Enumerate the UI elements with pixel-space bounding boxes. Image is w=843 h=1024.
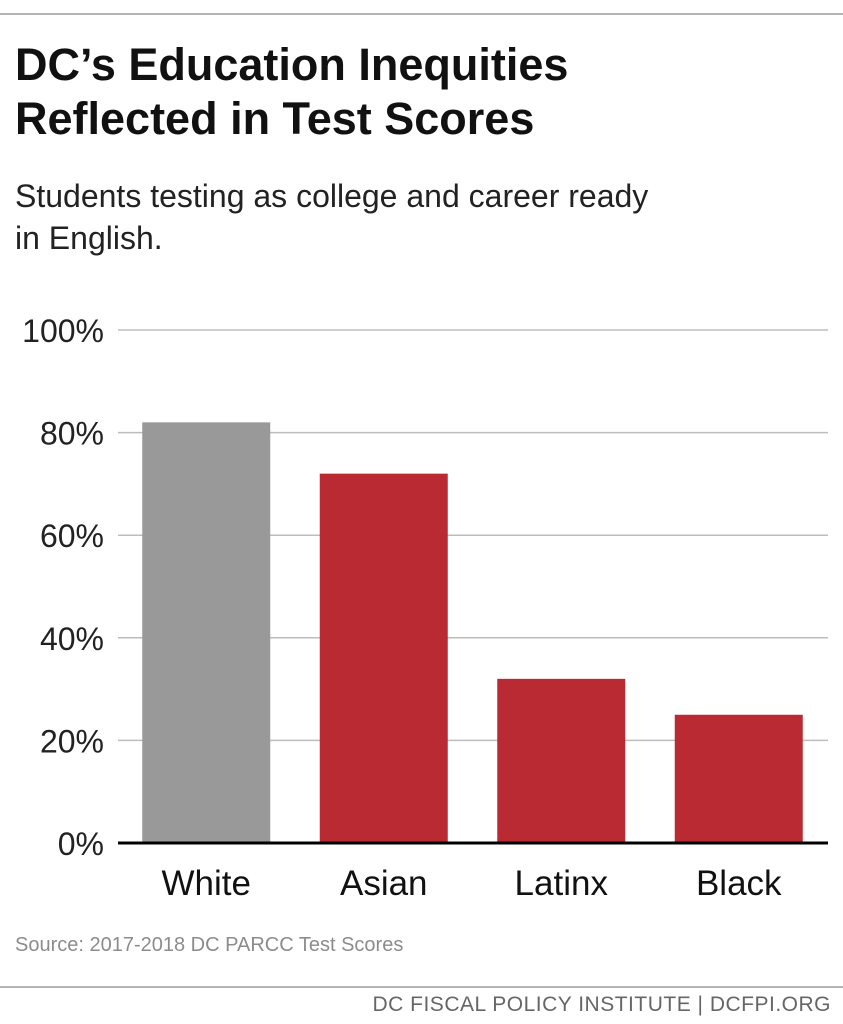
chart-title-line-1: DC’s Education Inequities bbox=[15, 39, 569, 90]
top-divider bbox=[0, 13, 843, 15]
chart-title: DC’s Education Inequities Reflected in T… bbox=[15, 38, 815, 146]
x-tick-label: Latinx bbox=[515, 864, 609, 903]
y-axis-ticks: 0% 20% 40% 60% 80% 100% bbox=[22, 313, 104, 862]
publisher-credit: DC FISCAL POLICY INSTITUTE | DCFPI.ORG bbox=[372, 993, 831, 1016]
x-tick-label: Black bbox=[696, 864, 782, 903]
bars bbox=[142, 422, 803, 843]
x-axis-labels: White Asian Latinx Black bbox=[162, 864, 783, 903]
y-tick-label: 0% bbox=[58, 826, 104, 862]
bar-white bbox=[142, 422, 271, 843]
chart-subtitle: Students testing as college and career r… bbox=[15, 175, 815, 259]
bar-asian bbox=[319, 473, 448, 843]
x-tick-label: White bbox=[162, 864, 251, 903]
bar-chart: 0% 20% 40% 60% 80% 100% White Asian Latinx Black bbox=[22, 313, 828, 903]
y-tick-label: 60% bbox=[40, 518, 104, 554]
chart-subtitle-line-1: Students testing as college and career r… bbox=[15, 178, 649, 214]
bar-latinx bbox=[497, 678, 626, 843]
bottom-divider bbox=[0, 986, 843, 988]
chart-title-line-2: Reflected in Test Scores bbox=[15, 93, 535, 144]
y-tick-label: 80% bbox=[40, 416, 104, 452]
y-tick-label: 40% bbox=[40, 621, 104, 657]
y-tick-label: 100% bbox=[22, 313, 104, 349]
x-tick-label: Asian bbox=[340, 864, 428, 903]
chart-subtitle-line-2: in English. bbox=[15, 220, 163, 256]
y-tick-label: 20% bbox=[40, 723, 104, 759]
bar-black bbox=[674, 714, 803, 843]
source-note: Source: 2017-2018 DC PARCC Test Scores bbox=[15, 934, 404, 956]
